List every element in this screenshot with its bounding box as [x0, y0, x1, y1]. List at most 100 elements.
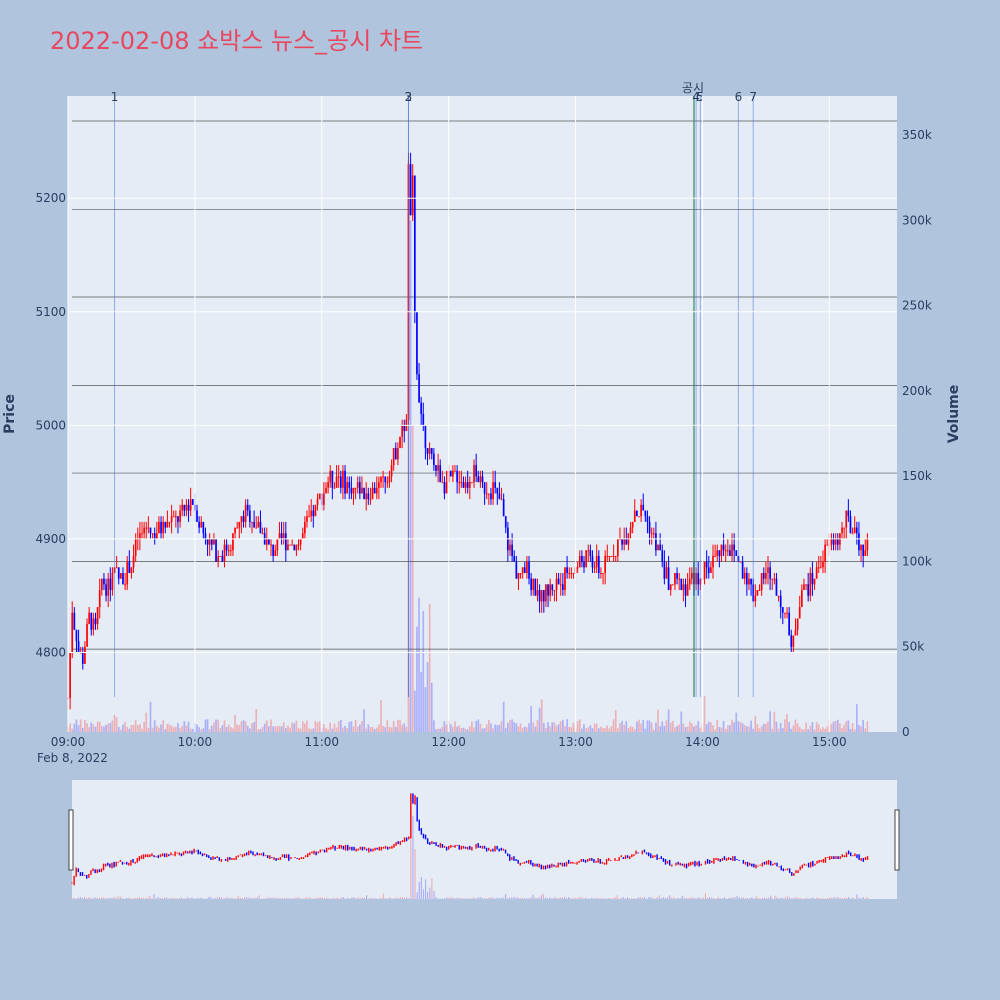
candle-body	[777, 595, 780, 597]
candle-body	[817, 567, 820, 569]
volume-bar	[215, 719, 217, 732]
candle-body	[105, 584, 107, 596]
navigator-volume-bar	[683, 897, 686, 899]
navigator-volume-bar	[721, 898, 723, 899]
range-navigator[interactable]	[68, 780, 900, 899]
navigator-volume-bar	[797, 897, 799, 899]
navigator-volume-bar	[342, 897, 345, 899]
volume-bar	[69, 723, 71, 732]
candle-body	[430, 448, 433, 454]
navigator-volume-bar	[597, 897, 599, 899]
volume-bar	[509, 719, 511, 732]
navigator-volume-bar	[713, 897, 715, 899]
volume-bar	[716, 719, 719, 732]
navigator-volume-bar	[138, 897, 140, 899]
navigator-volume-bar	[591, 897, 593, 899]
candle-body	[221, 555, 224, 562]
navigator-volume-bar	[490, 897, 492, 899]
candle-body	[270, 544, 272, 546]
navigator-volume-bar	[660, 898, 662, 899]
volume-bar	[84, 719, 86, 732]
candle-body	[697, 573, 700, 585]
navigator-volume-bar	[538, 897, 540, 899]
navigator-volume-bar	[509, 897, 511, 899]
volume-bar	[843, 725, 845, 732]
volume-bar	[792, 725, 795, 732]
navigator-volume-bar	[702, 897, 704, 899]
volume-bar	[183, 720, 186, 732]
navigator-volume-bar	[829, 897, 831, 899]
candle-body	[363, 487, 365, 500]
candle-body	[517, 573, 520, 579]
navigator-volume-bar	[612, 898, 614, 899]
volume-bar	[631, 727, 634, 732]
candle-body	[386, 482, 389, 484]
navigator-volume-bar	[86, 898, 88, 899]
navigator-volume-bar	[662, 897, 664, 899]
volume-bar	[864, 728, 867, 732]
volume-bar	[855, 704, 858, 732]
candle-body	[843, 527, 845, 529]
navigator-right-handle[interactable]	[894, 809, 900, 871]
navigator-volume-bar	[185, 898, 187, 899]
candle-body	[210, 538, 213, 545]
navigator-volume-bar	[269, 897, 271, 899]
candle-body	[572, 573, 575, 574]
volume-bar	[251, 723, 253, 732]
candle-body	[462, 482, 465, 488]
candle-body	[559, 584, 562, 586]
volume-bar	[105, 724, 107, 732]
volume-bar	[323, 724, 325, 732]
navigator-volume-bar	[831, 897, 833, 899]
candle-body	[223, 544, 226, 562]
volume-bar	[784, 719, 786, 732]
volume-bar	[507, 722, 509, 732]
volume-bar	[665, 720, 668, 732]
candle-body	[614, 555, 617, 557]
navigator-volume-bar	[334, 898, 336, 899]
navigator-volume-bar	[300, 898, 303, 899]
volume-bar	[120, 729, 122, 732]
candle-body	[834, 538, 837, 545]
navigator-volume-bar	[755, 896, 757, 899]
navigator-volume-bar	[182, 898, 185, 899]
navigator-volume-bar	[412, 815, 414, 899]
navigator-volume-bar	[100, 897, 103, 899]
candle-body	[769, 567, 771, 579]
candle-body	[492, 482, 494, 500]
volume-bar	[479, 723, 482, 732]
volume-bar	[680, 711, 683, 732]
candle-body	[177, 516, 179, 522]
volume-bar	[659, 726, 661, 732]
volume-bar	[210, 725, 213, 732]
navigator-volume-bar	[292, 898, 294, 899]
navigator-left-handle[interactable]	[68, 809, 74, 871]
volume-bar	[73, 723, 76, 732]
navigator-volume-bar	[648, 897, 650, 899]
main-plot-area[interactable]	[68, 96, 897, 732]
candle-body	[718, 550, 721, 556]
volume-bar	[81, 727, 84, 732]
candle-body	[411, 175, 414, 216]
candle-body	[422, 414, 425, 426]
navigator-volume-bar	[530, 897, 532, 899]
volume-bar	[555, 725, 558, 732]
candle-body	[301, 533, 304, 539]
candle-body	[781, 607, 784, 613]
candle-body	[659, 544, 661, 551]
candle-body	[342, 470, 344, 488]
candle-body	[612, 555, 615, 557]
candle-body	[229, 550, 232, 552]
navigator-volume-bar	[164, 897, 166, 899]
volume-bar	[669, 722, 672, 732]
navigator-volume-bar	[73, 897, 75, 899]
navigator-volume-bar	[734, 897, 736, 899]
volume-bar	[361, 720, 363, 732]
volume-bar	[729, 725, 731, 732]
navigator-volume-bar	[839, 897, 841, 899]
volume-bar	[765, 723, 767, 732]
volume-bar	[196, 724, 198, 732]
candle-body	[710, 567, 712, 573]
volume-tick-label: 300k	[902, 213, 932, 227]
navigator-volume-bar	[393, 898, 395, 899]
